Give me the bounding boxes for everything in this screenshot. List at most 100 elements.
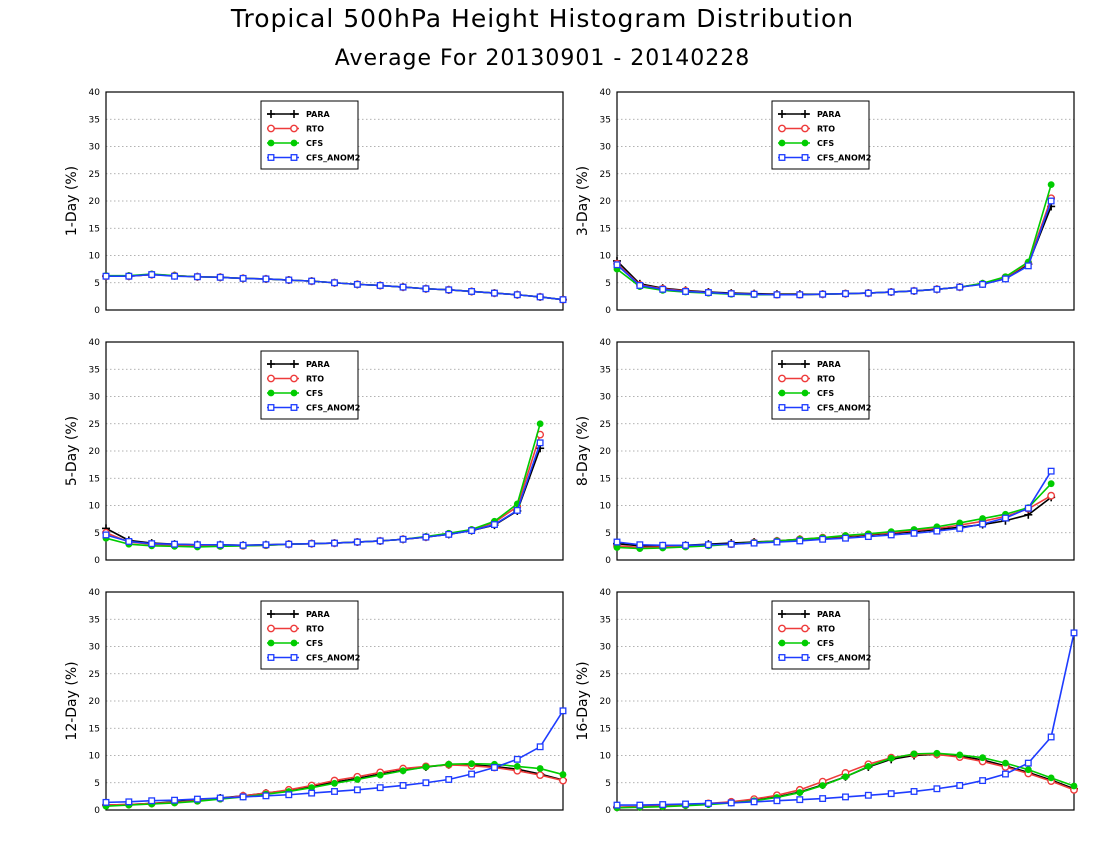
data-point-cfs_anom2 <box>376 537 384 545</box>
series-line-cfs_anom2 <box>105 442 541 547</box>
data-point-rto <box>1047 491 1056 500</box>
data-point-cfs_anom2 <box>1002 514 1009 522</box>
data-point-cfs_anom2 <box>422 285 430 293</box>
data-point-cfs_anom2 <box>613 261 621 269</box>
y-tick-label: 5 <box>94 279 100 289</box>
data-point-cfs <box>1024 766 1032 774</box>
y-tick-label: 5 <box>605 279 611 289</box>
data-point-cfs_anom2 <box>956 782 964 789</box>
data-point-cfs_anom2 <box>979 777 987 785</box>
y-tick-label: 35 <box>600 365 611 375</box>
y-tick-label: 0 <box>605 806 611 816</box>
data-point-cfs_anom2 <box>682 288 689 295</box>
data-point-cfs_anom2 <box>682 541 689 549</box>
data-point-cfs_anom2 <box>513 755 521 763</box>
data-point-cfs_anom2 <box>125 538 133 545</box>
data-point-cfs_anom2 <box>819 795 827 803</box>
y-tick-label: 40 <box>600 588 612 598</box>
data-point-cfs_anom2 <box>636 282 644 289</box>
y-tick-label: 35 <box>600 115 611 125</box>
legend-label: RTO <box>817 625 835 634</box>
legend-label: CFS_ANOM2 <box>306 654 360 663</box>
data-point-cfs_anom2 <box>796 291 804 299</box>
data-point-cfs <box>399 767 407 775</box>
data-point-cfs_anom2 <box>727 290 735 298</box>
legend-label: PARA <box>817 610 841 619</box>
data-point-cfs_anom2 <box>933 527 941 535</box>
data-point-cfs_anom2 <box>559 707 567 715</box>
y-tick-label: 0 <box>94 806 100 816</box>
y-tick-label: 25 <box>89 170 100 180</box>
data-point-cfs_anom2 <box>887 531 895 539</box>
data-point-cfs <box>910 750 918 758</box>
data-point-cfs_anom2 <box>422 533 430 541</box>
data-point-cfs_anom2 <box>468 288 476 295</box>
data-point-cfs <box>376 771 384 779</box>
y-tick-label: 10 <box>600 752 612 762</box>
data-point-cfs_anom2 <box>445 530 453 538</box>
y-axis-label: 3-Day (%) <box>575 166 591 236</box>
data-point-cfs_anom2 <box>148 271 156 279</box>
y-tick-label: 0 <box>94 306 100 316</box>
legend-label: CFS <box>306 639 323 648</box>
y-tick-label: 40 <box>600 338 612 348</box>
data-point-cfs <box>536 420 544 428</box>
y-tick-label: 5 <box>94 779 100 789</box>
data-point-cfs_anom2 <box>193 273 201 281</box>
data-point-cfs_anom2 <box>102 798 110 806</box>
data-point-cfs_anom2 <box>125 798 133 806</box>
y-tick-label: 40 <box>89 338 101 348</box>
legend-marker <box>778 124 786 133</box>
data-point-cfs_anom2 <box>422 779 430 787</box>
data-point-cfs <box>1047 181 1055 189</box>
y-tick-label: 30 <box>89 643 101 653</box>
legend: PARA RTO CFS CFS_ANOM2 <box>771 600 871 670</box>
data-point-cfs_anom2 <box>727 799 735 807</box>
y-tick-label: 10 <box>89 752 101 762</box>
plot-frame <box>105 341 564 561</box>
y-tick-label: 40 <box>89 88 101 98</box>
legend-label: PARA <box>817 360 841 369</box>
data-point-cfs_anom2 <box>102 272 110 280</box>
data-point-cfs_anom2 <box>262 792 270 800</box>
chart-subtitle: Average For 20130901 - 20140228 <box>334 46 751 71</box>
legend-marker <box>801 154 809 161</box>
data-point-cfs_anom2 <box>979 280 987 288</box>
data-point-rto <box>559 776 567 785</box>
data-point-cfs_anom2 <box>376 282 384 289</box>
y-tick-label: 15 <box>600 474 611 484</box>
legend-marker <box>778 389 786 397</box>
y-tick-label: 20 <box>89 447 101 457</box>
y-tick-label: 20 <box>600 197 612 207</box>
legend-marker <box>801 139 809 147</box>
data-point-cfs_anom2 <box>613 801 621 809</box>
data-point-cfs_anom2 <box>1047 197 1055 205</box>
legend-label: RTO <box>306 625 324 634</box>
data-point-cfs <box>796 789 804 796</box>
legend-marker <box>801 374 809 383</box>
plot-frame <box>105 91 564 311</box>
data-point-cfs <box>956 751 964 759</box>
legend-label: PARA <box>306 360 330 369</box>
legend-marker <box>801 124 809 133</box>
data-point-cfs_anom2 <box>559 296 567 304</box>
data-point-cfs_anom2 <box>399 535 407 543</box>
plot-frame <box>616 91 1075 311</box>
legend-marker <box>290 154 298 161</box>
legend-marker <box>267 389 275 397</box>
legend-marker <box>267 154 275 161</box>
data-point-cfs_anom2 <box>399 283 407 291</box>
data-point-cfs_anom2 <box>750 798 758 806</box>
legend-marker <box>290 374 298 383</box>
data-point-cfs_anom2 <box>239 793 247 801</box>
y-tick-label: 35 <box>89 365 100 375</box>
data-point-cfs <box>1047 774 1055 782</box>
data-point-cfs_anom2 <box>750 539 758 547</box>
y-tick-label: 30 <box>600 393 612 403</box>
series-line-cfs_anom2 <box>616 200 1052 296</box>
data-point-cfs <box>613 544 621 551</box>
y-tick-label: 5 <box>94 529 100 539</box>
data-point-cfs <box>513 763 521 770</box>
legend-label: CFS <box>817 389 834 398</box>
y-tick-label: 40 <box>89 588 101 598</box>
